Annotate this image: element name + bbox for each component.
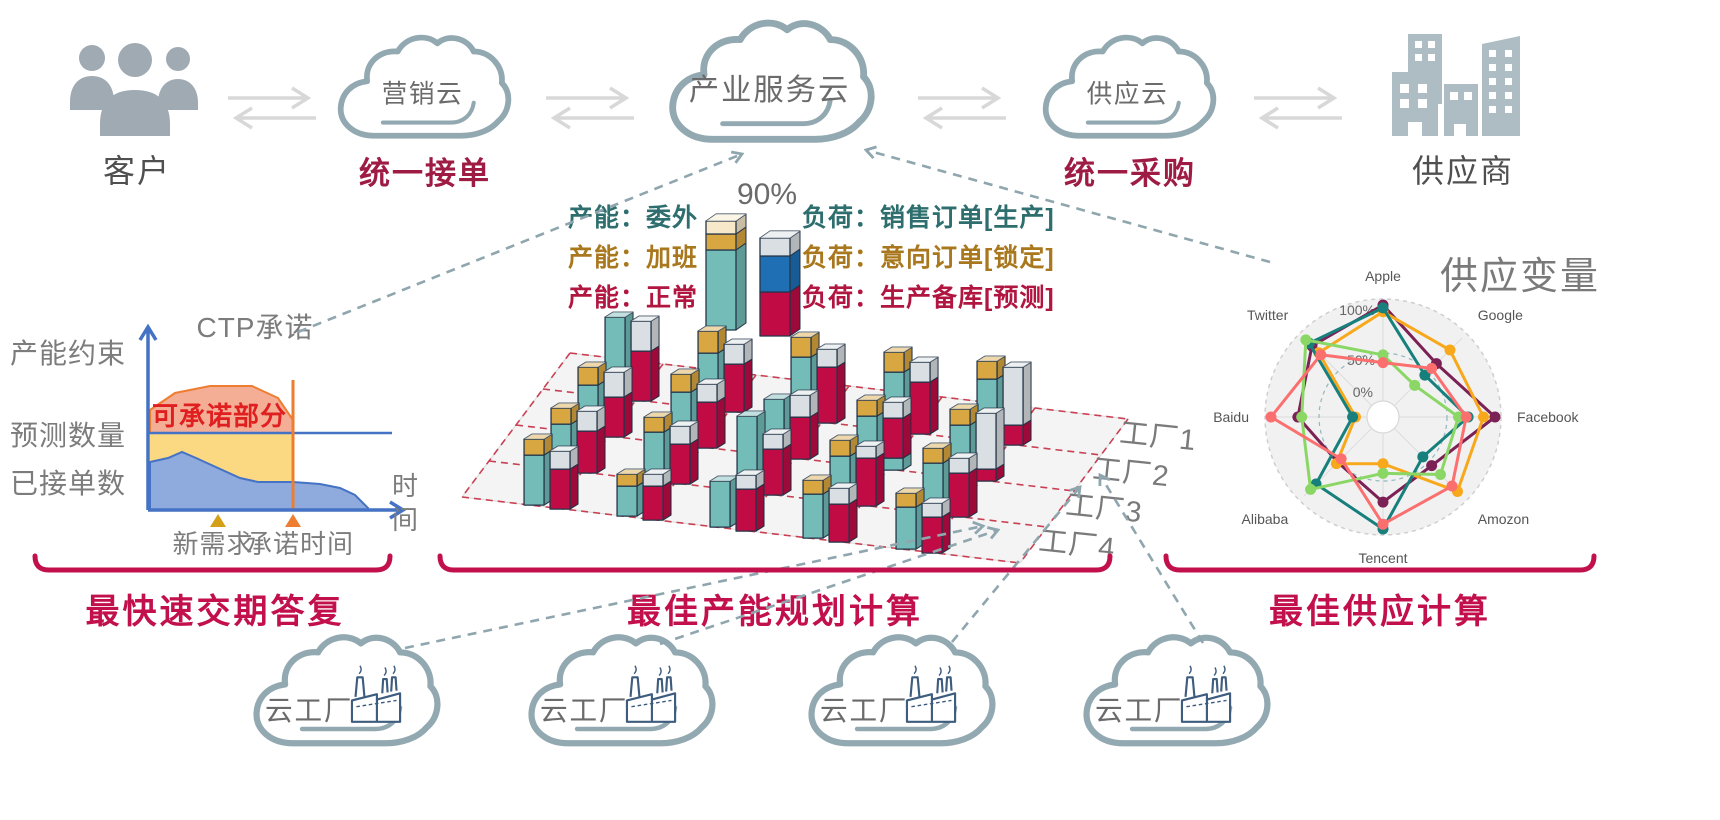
cloud-factory-label: 云工厂: [540, 695, 628, 726]
svg-text:Amozon: Amozon: [1478, 511, 1529, 527]
svg-text:工厂3: 工厂3: [1064, 489, 1144, 529]
ctp-area-label: 可承诺部分: [152, 401, 288, 431]
ctp-marker-label-promise-time: 承诺时间: [245, 529, 354, 559]
suppliers-buildings-icon: [1392, 34, 1520, 136]
svg-text:Alibaba: Alibaba: [1242, 511, 1289, 527]
svg-text:Apple: Apple: [1365, 268, 1401, 284]
section-label-fastest-reply: 最快速交期答复: [85, 593, 345, 631]
customers-icon: [70, 43, 198, 136]
supply-cloud-node: 供应云: [1042, 34, 1217, 139]
factory-icon: [1180, 665, 1232, 723]
supply-cloud-label: 供应云: [1087, 80, 1169, 109]
legend-item-capacity-overtime: 产能：加班: [567, 244, 698, 272]
industry-service-cloud-label: 产业服务云: [689, 73, 850, 107]
svg-text:Tencent: Tencent: [1358, 550, 1407, 566]
cloud-factory-label: 云工厂: [1095, 695, 1183, 726]
unified-procurement-caption: 统一采购: [1064, 156, 1196, 191]
unified-order-caption: 统一接单: [359, 156, 491, 191]
svg-text:Facebook: Facebook: [1517, 409, 1579, 425]
new-demand-marker: [210, 514, 226, 527]
exchange-arrows-icon: [546, 86, 634, 130]
factory-icon: [905, 665, 957, 723]
supplier-label: 供应商: [1411, 153, 1514, 189]
marketing-cloud-label: 营销云: [382, 80, 464, 109]
factory-icon: [350, 665, 402, 723]
svg-text:工厂1: 工厂1: [1118, 417, 1198, 457]
marketing-cloud-node: 营销云: [337, 34, 512, 139]
legend-item-capacity-outsource: 产能：委外: [567, 204, 698, 232]
utilization-percent: 90%: [736, 178, 798, 211]
customer-label: 客户: [102, 153, 171, 189]
legend-item-load-stock: 负荷：生产备库[预测]: [802, 284, 1055, 312]
ctp-y-label-capacity: 产能约束: [10, 338, 127, 369]
load-legend: 负荷：销售订单[生产] 负荷：意向订单[锁定] 负荷：生产备库[预测]: [802, 198, 1055, 318]
section-label-best-supply: 最佳供应计算: [1269, 593, 1491, 631]
cloud-factory-node: 云工厂: [253, 634, 441, 747]
cloud-factory-node: 云工厂: [1083, 634, 1271, 747]
svg-text:Twitter: Twitter: [1247, 307, 1289, 323]
exchange-arrows-icon: [228, 86, 316, 130]
exchange-arrows-icon: [1254, 86, 1342, 130]
svg-text:0%: 0%: [1353, 384, 1373, 400]
capacity-legend: 产能：委外 产能：加班 产能：正常: [558, 198, 698, 318]
ctp-y-label-forecast: 预测数量: [10, 420, 127, 451]
legend-item-load-sales: 负荷：销售订单[生产]: [802, 204, 1055, 232]
cloud-factory-node: 云工厂: [528, 634, 716, 747]
exchange-arrows-icon: [918, 86, 1006, 130]
radar-title: 供应变量: [1439, 256, 1600, 298]
cloud-factory-label: 云工厂: [820, 695, 908, 726]
legend-item-load-intent: 负荷：意向订单[锁定]: [802, 244, 1055, 272]
ctp-title: CTP承诺: [196, 312, 314, 343]
ctp-y-label-orders: 已接单数: [10, 468, 127, 499]
svg-text:工厂2: 工厂2: [1091, 453, 1171, 493]
ctp-x-axis-label: 间: [392, 505, 420, 535]
cloud-factory-node: 云工厂: [808, 634, 996, 747]
promise-time-marker: [285, 514, 301, 527]
svg-text:Baidu: Baidu: [1213, 409, 1249, 425]
ctp-chart: [138, 323, 407, 527]
factory-icon: [625, 665, 677, 723]
svg-text:工厂4: 工厂4: [1037, 525, 1117, 565]
svg-text:Google: Google: [1478, 307, 1523, 323]
industry-service-cloud-node: 产业服务云: [669, 19, 875, 143]
supply-variables-radar: 100%50%0%AppleGoogleFacebookAmozonTencen…: [1213, 268, 1579, 566]
cloud-factory-label: 云工厂: [265, 695, 353, 726]
ctp-x-axis-label: 时: [392, 471, 420, 501]
